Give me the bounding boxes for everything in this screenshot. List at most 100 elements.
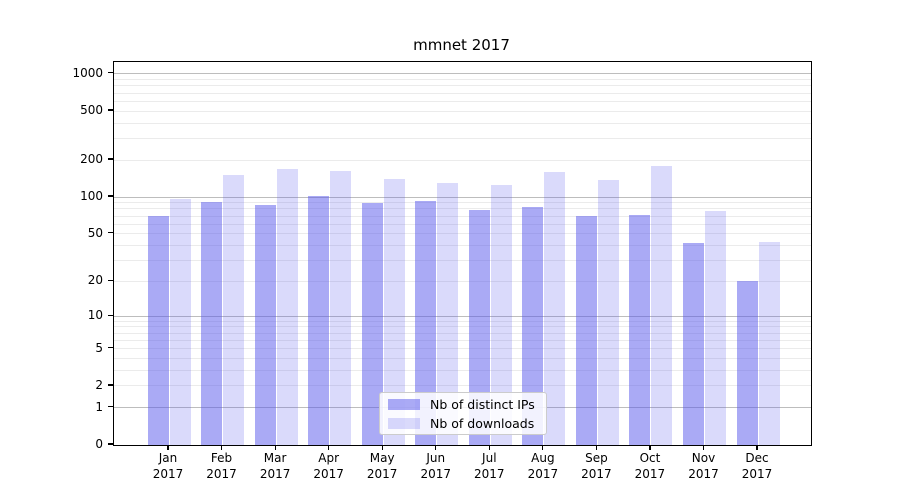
gridline-30 (114, 260, 811, 262)
gridline-20 (114, 280, 811, 282)
bar-downloads-mar (276, 169, 298, 445)
legend-label-downloads: Nb of downloads (430, 415, 535, 431)
bar-downloads-may (383, 179, 405, 445)
gridline-90 (114, 202, 811, 204)
gridline-5 (114, 348, 811, 350)
legend-swatch-downloads-icon (388, 417, 420, 429)
y-tick-label-10: 10 (87, 308, 103, 323)
y-tick-label-100: 100 (80, 189, 103, 204)
x-tick-mark-aug (542, 445, 544, 451)
gridline-60 (114, 223, 811, 225)
bar-downloads-dec (758, 241, 780, 445)
gridline-7 (114, 332, 811, 334)
x-tick-mark-jul (488, 445, 490, 451)
bar-distinct-ips-apr (308, 195, 330, 445)
gridline-700 (114, 92, 811, 94)
x-tick-mark-feb (220, 445, 223, 451)
gridline-600 (114, 100, 811, 102)
x-tick-label-jul: Jul 2017 (474, 451, 505, 481)
bar-distinct-ips-sep (575, 216, 597, 445)
x-tick-mark-apr (328, 445, 330, 451)
y-tick-label-500: 500 (80, 103, 103, 118)
bar-distinct-ips-mar (254, 205, 276, 445)
gridline-50 (114, 233, 811, 235)
x-tick-label-aug: Aug 2017 (527, 451, 559, 481)
bar-distinct-ips-nov (683, 242, 704, 445)
y-tick-label-50: 50 (87, 225, 103, 240)
x-tick-label-apr: Apr 2017 (313, 451, 344, 481)
gridline-4 (114, 358, 811, 360)
y-tick-mark-10 (107, 314, 114, 316)
x-tick-mark-sep (595, 445, 597, 451)
gridline-100 (114, 196, 811, 198)
bar-downloads-feb (223, 174, 245, 445)
x-tick-label-jun: Jun 2017 (420, 451, 452, 481)
gridline-2 (114, 385, 811, 387)
y-tick-label-0: 0 (95, 437, 103, 451)
legend-item-distinct-ips: Nb of distinct IPs (388, 397, 546, 412)
gridline-8 (114, 326, 811, 328)
gridline-300 (114, 137, 811, 139)
x-tick-label-nov: Nov 2017 (688, 451, 719, 481)
gridline-80 (114, 208, 811, 210)
legend-swatch-distinct-ips-icon (388, 398, 420, 410)
bar-distinct-ips-feb (201, 201, 223, 445)
gridline-6 (114, 339, 811, 341)
y-tick-label-1000: 1000 (72, 65, 103, 80)
y-tick-label-2: 2 (95, 377, 103, 392)
bar-distinct-ips-may (361, 202, 383, 445)
y-tick-mark-2 (107, 384, 114, 386)
y-tick-mark-500 (107, 109, 114, 111)
plot-area: Nb of distinct IPs Nb of downloads (113, 61, 812, 446)
x-tick-label-dec: Dec 2017 (741, 451, 773, 481)
bar-downloads-jun (437, 182, 459, 445)
x-tick-mark-dec (756, 445, 758, 451)
x-tick-label-jan: Jan 2017 (152, 451, 184, 481)
bar-distinct-ips-jun (415, 200, 437, 445)
y-tick-mark-0 (107, 443, 114, 445)
y-tick-label-5: 5 (95, 340, 103, 355)
gridline-70 (114, 215, 811, 217)
bar-downloads-sep (597, 180, 619, 445)
x-tick-mark-oct (649, 445, 651, 451)
bar-downloads-nov (705, 210, 726, 445)
legend-label-distinct-ips: Nb of distinct IPs (430, 396, 535, 412)
gridline-500 (114, 110, 811, 112)
bar-downloads-jan (169, 198, 191, 445)
y-tick-mark-50 (107, 232, 114, 234)
bar-distinct-ips-jul (468, 209, 490, 445)
chart-title: mmnet 2017 (413, 36, 510, 54)
x-tick-mark-mar (274, 445, 276, 451)
y-tick-mark-100 (107, 195, 114, 197)
gridline-900 (114, 79, 811, 81)
y-tick-label-1: 1 (95, 399, 103, 414)
x-tick-mark-may (381, 445, 383, 451)
gridline-40 (114, 245, 811, 246)
legend-item-downloads: Nb of downloads (388, 416, 546, 431)
y-tick-mark-20 (107, 279, 114, 282)
bar-downloads-oct (651, 165, 673, 445)
x-tick-label-may: May 2017 (366, 451, 398, 481)
gridline-9 (114, 320, 811, 322)
y-tick-label-20: 20 (87, 273, 103, 288)
bar-distinct-ips-oct (629, 214, 651, 445)
y-tick-mark-1 (107, 406, 114, 408)
y-tick-label-200: 200 (80, 152, 103, 167)
gridline-400 (114, 122, 811, 124)
bar-downloads-apr (330, 171, 352, 445)
gridline-800 (114, 85, 811, 87)
y-tick-mark-5 (107, 347, 114, 349)
gridline-1000 (114, 73, 811, 75)
bar-downloads-jul (490, 185, 512, 445)
y-tick-mark-1000 (107, 72, 114, 74)
x-tick-mark-nov (702, 445, 705, 451)
gridline-10 (114, 315, 811, 317)
bar-downloads-aug (544, 172, 566, 445)
bar-distinct-ips-jan (147, 216, 169, 445)
bar-distinct-ips-dec (736, 281, 758, 445)
x-tick-label-oct: Oct 2017 (634, 451, 666, 481)
x-tick-mark-jun (435, 445, 437, 451)
x-tick-mark-jan (167, 445, 169, 451)
bar-distinct-ips-aug (522, 207, 544, 445)
